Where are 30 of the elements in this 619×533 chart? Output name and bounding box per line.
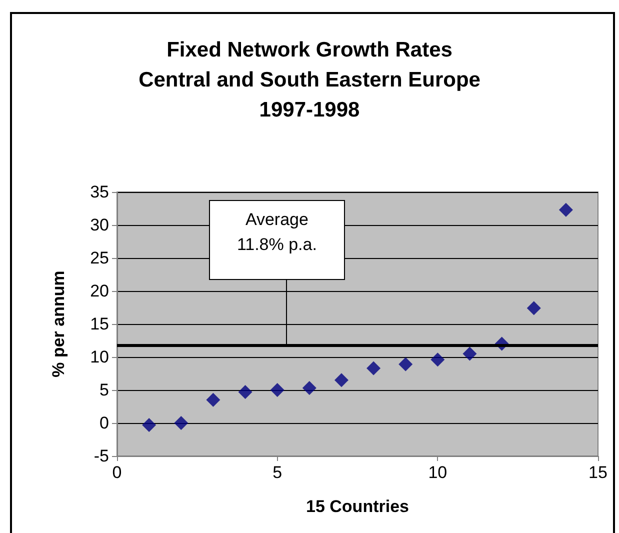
y-axis-title: % per annum: [49, 270, 68, 378]
x-tick-label: 0: [112, 463, 122, 482]
chart-title: Fixed Network Growth Rates Central and South Eastern Europe 1997-1998: [138, 38, 480, 122]
y-tick-label: 20: [90, 282, 109, 300]
y-tick-label: 15: [90, 314, 109, 334]
x-axis-title: 15 Countries: [306, 497, 409, 516]
ref-line-label: Average 11.8% p.a.: [208, 200, 345, 280]
point: [174, 416, 188, 430]
point: [334, 373, 348, 388]
y-tick-label: 30: [90, 216, 109, 234]
y-tick-label: 5: [100, 380, 109, 400]
y-tick-label: 10: [90, 348, 109, 366]
point: [302, 381, 316, 396]
x-tick-label: 10: [428, 463, 448, 482]
point: [430, 352, 445, 367]
point: [526, 301, 541, 316]
y-tick-label: 25: [90, 248, 109, 268]
point: [398, 357, 413, 372]
point: [142, 418, 156, 432]
y-tick-label: 35: [90, 182, 109, 202]
point: [270, 383, 284, 397]
point: [558, 202, 573, 217]
point: [206, 392, 220, 407]
point: [366, 361, 381, 376]
point: [238, 384, 252, 399]
x-tick-label: 15: [588, 463, 608, 482]
x-tick-label: 5: [272, 463, 282, 482]
y-tick-label: 0: [100, 414, 109, 432]
y-tick-label: -5: [94, 446, 109, 466]
point: [462, 346, 477, 361]
